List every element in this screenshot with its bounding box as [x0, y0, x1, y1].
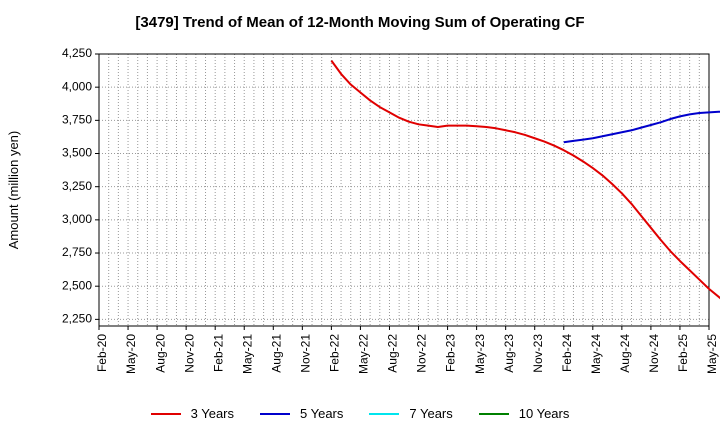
- x-tick-label: Feb-25: [676, 334, 690, 372]
- x-tick-label: Aug-24: [618, 334, 632, 373]
- y-tick-label: 2,250: [62, 312, 92, 326]
- x-tick-label: Feb-23: [444, 334, 458, 372]
- x-tick-label: May-23: [473, 334, 487, 374]
- x-tick-label: May-22: [357, 334, 371, 374]
- x-tick-label: Feb-20: [95, 334, 109, 372]
- grid-layer: [99, 53, 709, 326]
- y-tick-label: 3,000: [62, 212, 92, 226]
- x-tick-label: May-25: [705, 334, 719, 374]
- series-line-3-years: [330, 60, 720, 300]
- y-tick-label: 2,750: [62, 245, 92, 259]
- x-tick-label: Nov-24: [647, 334, 661, 373]
- legend: 3 Years 5 Years 7 Years 10 Years: [0, 406, 720, 421]
- plot-frame: [98, 53, 710, 327]
- legend-swatch: [478, 412, 509, 415]
- x-tick-label: May-21: [240, 334, 254, 374]
- x-tick-label: Nov-22: [415, 334, 429, 373]
- x-tick-label: Aug-22: [386, 334, 400, 373]
- x-tick-label: Feb-22: [328, 334, 342, 372]
- legend-item-5-years: 5 Years: [260, 406, 343, 421]
- legend-swatch: [369, 412, 400, 415]
- y-axis-label: Amount (million yen): [6, 131, 21, 250]
- y-axis-ticks: 2,250 2,500 2,750 3,000 3,250 3,500 3,750 4,000…: [62, 46, 99, 326]
- legend-item-3-years: 3 Years: [150, 406, 234, 421]
- x-tick-label: Nov-21: [299, 334, 313, 373]
- legend-swatch: [150, 412, 181, 415]
- legend-label: 10 Years: [518, 406, 570, 421]
- x-tick-label: Aug-20: [153, 334, 167, 373]
- legend-item-10-years: 10 Years: [478, 406, 570, 421]
- x-tick-label: Nov-23: [531, 334, 545, 373]
- y-tick-label: 4,250: [62, 46, 92, 60]
- x-tick-label: Feb-24: [560, 334, 574, 372]
- x-tick-label: May-20: [124, 334, 138, 374]
- x-tick-label: May-24: [589, 334, 603, 374]
- x-axis-ticks: Feb-20 May-20 Aug-20 Nov-20 Feb-21 May-21 Aug-…: [95, 326, 719, 374]
- y-tick-label: 2,500: [62, 278, 92, 292]
- x-tick-label: Aug-21: [269, 334, 283, 373]
- legend-label: 3 Years: [190, 406, 234, 421]
- series-layer: [330, 60, 720, 300]
- legend-item-7-years: 7 Years: [369, 406, 453, 421]
- x-tick-label: Feb-21: [211, 334, 225, 372]
- x-tick-label: Aug-23: [502, 334, 516, 373]
- y-tick-label: 3,500: [62, 146, 92, 160]
- y-tick-label: 3,750: [62, 113, 92, 127]
- y-tick-label: 4,000: [62, 79, 92, 93]
- y-tick-label: 3,250: [62, 179, 92, 193]
- chart-title: [3479] Trend of Mean of 12-Month Moving …: [135, 14, 585, 31]
- legend-label: 5 Years: [300, 406, 344, 421]
- series-line-5-years: [563, 110, 720, 144]
- legend-label: 7 Years: [409, 406, 453, 421]
- legend-swatch: [260, 412, 290, 415]
- x-tick-label: Nov-20: [182, 334, 196, 373]
